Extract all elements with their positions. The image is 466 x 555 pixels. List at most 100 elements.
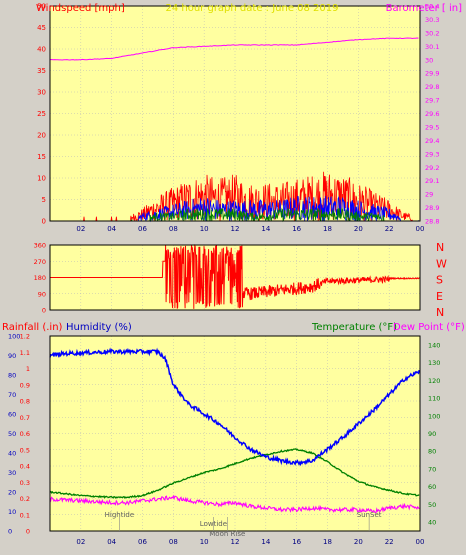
barometer-title: Barometer [ in] [386, 3, 462, 14]
humidity-tick-label: 10 [8, 508, 16, 516]
windspeed-tick-label: 0 [42, 218, 46, 226]
direction-plot-border [49, 244, 421, 311]
x-tick-label: 20 [354, 225, 363, 233]
rainfall-axis-ticks: 0 0.1 0.2 0.3 0.4 0.5 0.6 0.7 0.8 0.9 1 1.1 1.2 [20, 333, 30, 536]
direction-tick-label: 360 [34, 242, 46, 250]
compass-label: E [436, 290, 443, 303]
barometer-tick-label: 28.9 [425, 204, 439, 212]
x-tick-label: 22 [385, 538, 394, 546]
barometer-tick-label: 30 [425, 56, 433, 64]
rainfall-tick-label: 0 [26, 528, 30, 536]
direction-tick-label: 0 [42, 307, 46, 315]
humidity-tick-label: 80 [8, 372, 16, 380]
barometer-tick-label: 29.7 [425, 97, 439, 105]
humidity-tick-label: 30 [8, 469, 16, 477]
x-tick-label: 02 [76, 538, 85, 546]
humidity-tick-label: 60 [8, 411, 16, 419]
direction-tick-label: 180 [34, 274, 46, 282]
barometer-tick-label: 29.9 [425, 70, 439, 78]
rainfall-axis-title: Rainfall (.in) [2, 322, 63, 333]
humidity-tick-label: 0 [8, 528, 12, 536]
temperature-tick-label: 130 [428, 359, 440, 367]
wind-plot-border [49, 5, 421, 222]
rainfall-tick-label: 0.1 [20, 511, 30, 519]
x-tick-label: 00 [416, 225, 425, 233]
top-x-axis-ticks: 02 04 06 08 10 12 14 16 18 20 22 00 [76, 225, 424, 233]
barometer-tick-label: 29.4 [425, 137, 439, 145]
humidity-axis-ticks: 0 10 20 30 40 50 60 70 80 90 100 [8, 333, 20, 536]
bottom-plot-border [49, 335, 421, 532]
rainfall-tick-label: 0.3 [20, 479, 30, 487]
x-tick-label: 16 [292, 225, 301, 233]
temperature-tick-label: 60 [428, 483, 436, 491]
rainfall-tick-label: 1 [26, 365, 30, 373]
temperature-axis-title: Temperature (°F) [311, 322, 397, 333]
wind-direction-line [50, 243, 420, 309]
temperature-tick-label: 100 [428, 412, 440, 420]
temperature-tick-label: 80 [428, 448, 436, 456]
windspeed-tick-label: 15 [37, 153, 46, 161]
rainfall-tick-label: 1.2 [20, 333, 30, 341]
windspeed-tick-label: 30 [37, 89, 46, 97]
barometer-tick-label: 30.3 [425, 16, 439, 24]
dewpoint-axis-title: Dew Point (°F) [393, 322, 465, 333]
barometer-tick-label: 29.3 [425, 150, 439, 158]
compass-label: N [436, 306, 444, 319]
temperature-tick-label: 140 [428, 341, 440, 349]
rainfall-tick-label: 0.5 [20, 446, 30, 454]
windspeed-tick-label: 5 [42, 196, 46, 204]
annotation-label: Lowtide [200, 520, 227, 528]
temperature-tick-label: 40 [428, 519, 436, 527]
x-tick-label: 06 [138, 538, 147, 546]
temperature-line [49, 447, 420, 499]
barometer-tick-label: 29.1 [425, 177, 439, 185]
wind-direction-series [50, 243, 420, 309]
compass-label: S [436, 274, 443, 287]
x-tick-label: 12 [231, 225, 240, 233]
x-tick-label: 14 [261, 538, 270, 546]
temperature-tick-label: 90 [428, 430, 436, 438]
wind-direction-grid [50, 244, 421, 311]
annotation-label: Moon Rise [209, 530, 245, 538]
direction-tick-label: 90 [38, 290, 46, 298]
temperature-tick-label: 120 [428, 377, 440, 385]
barometer-tick-label: 29 [425, 191, 433, 199]
rainfall-tick-label: 0.9 [20, 381, 30, 389]
barometer-tick-label: 30.4 [425, 3, 439, 11]
humidity-axis-title: Humidity (%) [66, 322, 132, 333]
x-tick-label: 04 [107, 538, 116, 546]
x-tick-label: 10 [200, 225, 209, 233]
barometer-tick-label: 28.8 [425, 218, 439, 226]
temperature-axis-ticks: 40 50 60 70 80 90 100 110 120 130 140 [428, 341, 440, 526]
x-tick-label: 16 [292, 538, 301, 546]
windspeed-tick-label: 40 [37, 46, 46, 54]
event-annotations: Hightide Lowtide Moon Rise SunSet [105, 511, 382, 538]
rainfall-tick-label: 0.7 [20, 414, 30, 422]
direction-axis-ticks: 360 270 180 90 0 [34, 242, 46, 315]
rainfall-tick-label: 0.8 [20, 398, 30, 406]
barometer-tick-label: 29.6 [425, 110, 439, 118]
humidity-tick-label: 20 [8, 489, 16, 497]
barometer-axis-ticks: 28.8 28.9 29 29.1 29.2 29.3 29.4 29.5 29.6 29.7 29… [425, 3, 439, 226]
x-tick-label: 10 [200, 538, 209, 546]
x-tick-label: 06 [138, 225, 147, 233]
windspeed-tick-label: 50 [37, 3, 46, 11]
bottom-x-axis-ticks: 02 04 06 08 10 12 14 16 18 20 22 00 [76, 538, 424, 546]
x-tick-label: 04 [107, 225, 116, 233]
temperature-tick-label: 110 [428, 395, 440, 403]
temperature-tick-label: 70 [428, 465, 436, 473]
rainfall-tick-label: 0.6 [20, 430, 30, 438]
direction-tick-label: 270 [34, 258, 46, 266]
rainfall-tick-label: 1.1 [20, 349, 30, 357]
annotation-label: SunSet [357, 511, 382, 519]
x-tick-label: 12 [231, 538, 240, 546]
humidity-tick-label: 100 [8, 333, 20, 341]
graph-date-title: 24 hour graph date : June 08 2019 [165, 3, 338, 14]
humidity-tick-label: 70 [8, 391, 16, 399]
humidity-line [49, 347, 420, 467]
rainfall-tick-label: 0.4 [20, 463, 30, 471]
rainfall-tick-label: 0.2 [20, 495, 30, 503]
x-tick-label: 18 [323, 538, 332, 546]
windspeed-tick-label: 45 [37, 24, 46, 32]
